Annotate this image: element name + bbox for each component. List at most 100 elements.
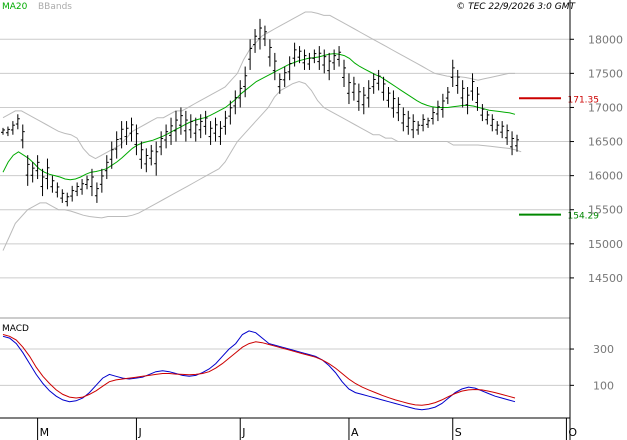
ohlc-bar	[277, 73, 282, 94]
ohlc-bar	[94, 182, 99, 203]
ohlc-bar	[233, 90, 238, 115]
ohlc-bar	[45, 158, 50, 190]
signal-line	[2, 334, 516, 406]
ohlc-bar	[500, 121, 505, 139]
ohlc-bar	[411, 114, 416, 139]
ohlc-bar	[356, 83, 361, 111]
ohlc-bar	[480, 104, 485, 122]
bollinger-bands	[2, 11, 522, 251]
ohlc-bar	[99, 168, 104, 193]
ohlc-bar	[55, 182, 60, 198]
ohlc-bar	[475, 87, 480, 111]
macd-legend: MACD	[2, 324, 29, 334]
ohlc-bar	[312, 49, 317, 64]
support-label: 154.29	[568, 212, 600, 222]
month-label: M	[40, 426, 50, 439]
ohlc-bar	[381, 76, 386, 101]
ohlc-bar	[193, 117, 198, 142]
ohlc-bar	[1, 127, 5, 135]
month-label: S	[455, 426, 462, 439]
ohlc-bar	[223, 110, 228, 135]
annotations: 171.35 154.29	[519, 95, 600, 222]
ohlc-bar	[376, 69, 381, 91]
ohlc-bar	[178, 107, 183, 135]
ohlc-bar	[297, 46, 302, 64]
ohlc-bar	[401, 107, 406, 132]
ohlc-bar	[124, 121, 129, 145]
ohlc-bar	[228, 100, 233, 125]
ohlc-bar	[440, 93, 445, 118]
ohlc-bar	[366, 80, 371, 108]
ohlc-bar	[5, 126, 10, 137]
ohlc-bar	[267, 39, 272, 67]
ohlc-bar	[238, 80, 243, 108]
month-label: A	[351, 426, 359, 439]
macd-y-tick-label: 100	[593, 379, 614, 392]
bband-lower	[2, 80, 522, 251]
ohlc-bar	[10, 121, 15, 135]
month-label: J	[137, 426, 141, 439]
ohlc-bar	[416, 121, 421, 135]
ohlc-bar	[272, 52, 277, 81]
ohlc-bar	[337, 46, 342, 67]
ohlc-bar	[30, 162, 35, 183]
ohlc-bar	[159, 131, 164, 156]
source-date-label: © TEC 22/9/2026 3:0 GMT	[456, 2, 576, 12]
ohlc-bar	[109, 141, 114, 169]
price-y-tick-label: 16000	[588, 170, 623, 183]
ma20-legend: MA20	[2, 2, 28, 12]
ohlc-bar	[346, 73, 351, 105]
ohlc-bar	[495, 121, 500, 135]
ohlc-bar	[317, 46, 322, 70]
ohlc-bar	[322, 49, 327, 74]
ohlc-bar	[129, 117, 134, 142]
ohlc-bar	[89, 168, 94, 197]
ohlc-bar	[332, 49, 337, 70]
ma20-line	[2, 53, 516, 181]
ohlc-bar	[505, 124, 510, 145]
price-y-tick-label: 18000	[588, 33, 623, 46]
ohlc-bar	[455, 69, 460, 94]
price-bars	[1, 18, 519, 207]
ohlc-bar	[445, 87, 450, 105]
ohlc-bar	[485, 110, 490, 125]
ohlc-bar	[25, 155, 30, 186]
ohlc-bar	[248, 39, 253, 70]
price-y-tick-label: 15000	[588, 238, 623, 251]
ohlc-bar	[430, 107, 435, 125]
ohlc-bar	[169, 117, 174, 145]
ohlc-bar	[426, 117, 431, 128]
ohlc-bar	[80, 179, 85, 195]
ohlc-bar	[327, 52, 332, 81]
ohlc-bar	[164, 124, 169, 149]
ohlc-bar	[470, 73, 475, 101]
macd-panel	[0, 317, 570, 411]
ohlc-bar	[406, 110, 411, 135]
grid	[0, 38, 570, 386]
ohlc-bar	[40, 168, 45, 197]
bbands-legend: BBands	[38, 2, 72, 12]
ohlc-bar	[391, 90, 396, 118]
macd-y-tick-label: 300	[593, 343, 614, 356]
ohlc-bar	[371, 73, 376, 94]
ohlc-bar	[515, 134, 519, 152]
ohlc-bar	[139, 141, 144, 169]
bband-upper	[2, 11, 515, 160]
ohlc-bar	[218, 121, 223, 145]
ohlc-bar	[351, 76, 356, 101]
ohlc-bar	[287, 56, 292, 81]
ohlc-bar	[208, 121, 213, 145]
ohlc-bar	[144, 148, 149, 173]
ohlc-bar	[450, 59, 455, 87]
ohlc-bar	[292, 42, 297, 67]
ohlc-bar	[50, 175, 55, 193]
ohlc-bar	[342, 59, 347, 87]
ohlc-bar	[465, 87, 470, 115]
ohlc-bar	[435, 100, 440, 122]
ohlc-bar	[282, 66, 287, 87]
ohlc-bar	[213, 117, 218, 142]
ohlc-bar	[65, 192, 70, 207]
